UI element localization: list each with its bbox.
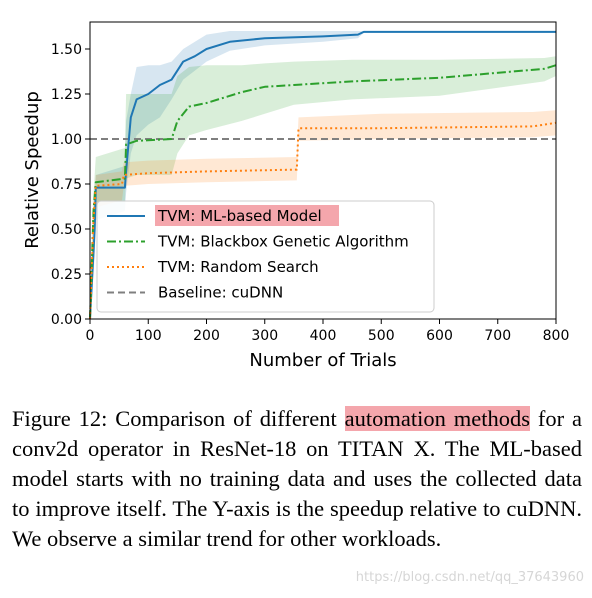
figure-caption: Figure 12: Comparison of different autom… <box>12 404 582 554</box>
x-tick-label: 0 <box>86 328 95 344</box>
x-tick-label: 100 <box>135 328 162 344</box>
x-tick-label: 600 <box>426 328 453 344</box>
legend-label-tvm-blackbox-genetic-algorithm: TVM: Blackbox Genetic Algorithm <box>157 233 409 251</box>
caption-text-end: for a conv2d operator in ResNet-18 on TI… <box>12 406 582 551</box>
watermark: https://blog.csdn.net/qq_37643960 <box>355 570 584 585</box>
tvm-random-search-band <box>90 110 556 319</box>
caption-text-start: Comparison of different <box>115 406 337 431</box>
y-tick-label: 0.75 <box>51 177 82 193</box>
x-tick-label: 400 <box>310 328 337 344</box>
x-axis-label: Number of Trials <box>249 350 396 371</box>
caption-label: Figure 12: <box>12 406 108 431</box>
legend: TVM: ML-based Model TVM: Blackbox Genetic… <box>96 200 435 313</box>
y-tick-label: 1.50 <box>51 42 82 58</box>
confidence-bands <box>90 31 556 319</box>
y-tick-label: 0.50 <box>51 222 82 238</box>
caption-highlight: automation methods <box>344 406 531 431</box>
legend-label-baseline-cudnn: Baseline: cuDNN <box>158 284 283 302</box>
tvm-random-search-line <box>89 121 557 320</box>
x-tick-label: 300 <box>251 328 278 344</box>
y-axis-ticks: 0.00 0.25 0.50 0.75 1.00 1.25 1.50 <box>51 42 90 328</box>
tvm-blackbox-genetic-algorithm-line <box>89 64 557 320</box>
y-tick-label: 1.00 <box>51 132 82 148</box>
legend-label-tvm-ml-based-model: TVM: ML-based Model <box>157 207 322 225</box>
y-tick-label: 0.00 <box>51 312 82 328</box>
legend-highlight <box>155 205 339 226</box>
y-tick-label: 1.25 <box>51 87 82 103</box>
x-tick-label: 700 <box>484 328 511 344</box>
y-tick-label: 0.25 <box>51 267 82 283</box>
legend-label-tvm-random-search: TVM: Random Search <box>157 258 319 276</box>
series-lines <box>89 30 557 320</box>
x-axis-ticks: 0 100 200 300 400 500 600 700 800 <box>86 319 570 344</box>
speedup-chart: 0 100 200 300 400 500 600 700 800 0.000.250.500.… <box>22 21 570 371</box>
legend-frame <box>96 200 435 313</box>
tvm-blackbox-genetic-algorithm-band <box>90 56 556 319</box>
tvm-ml-based-model-line <box>89 30 556 320</box>
x-tick-label: 800 <box>543 328 570 344</box>
y-axis-label: Relative Speedup <box>22 91 43 249</box>
x-tick-label: 200 <box>193 328 220 344</box>
x-tick-label: 500 <box>368 328 395 344</box>
